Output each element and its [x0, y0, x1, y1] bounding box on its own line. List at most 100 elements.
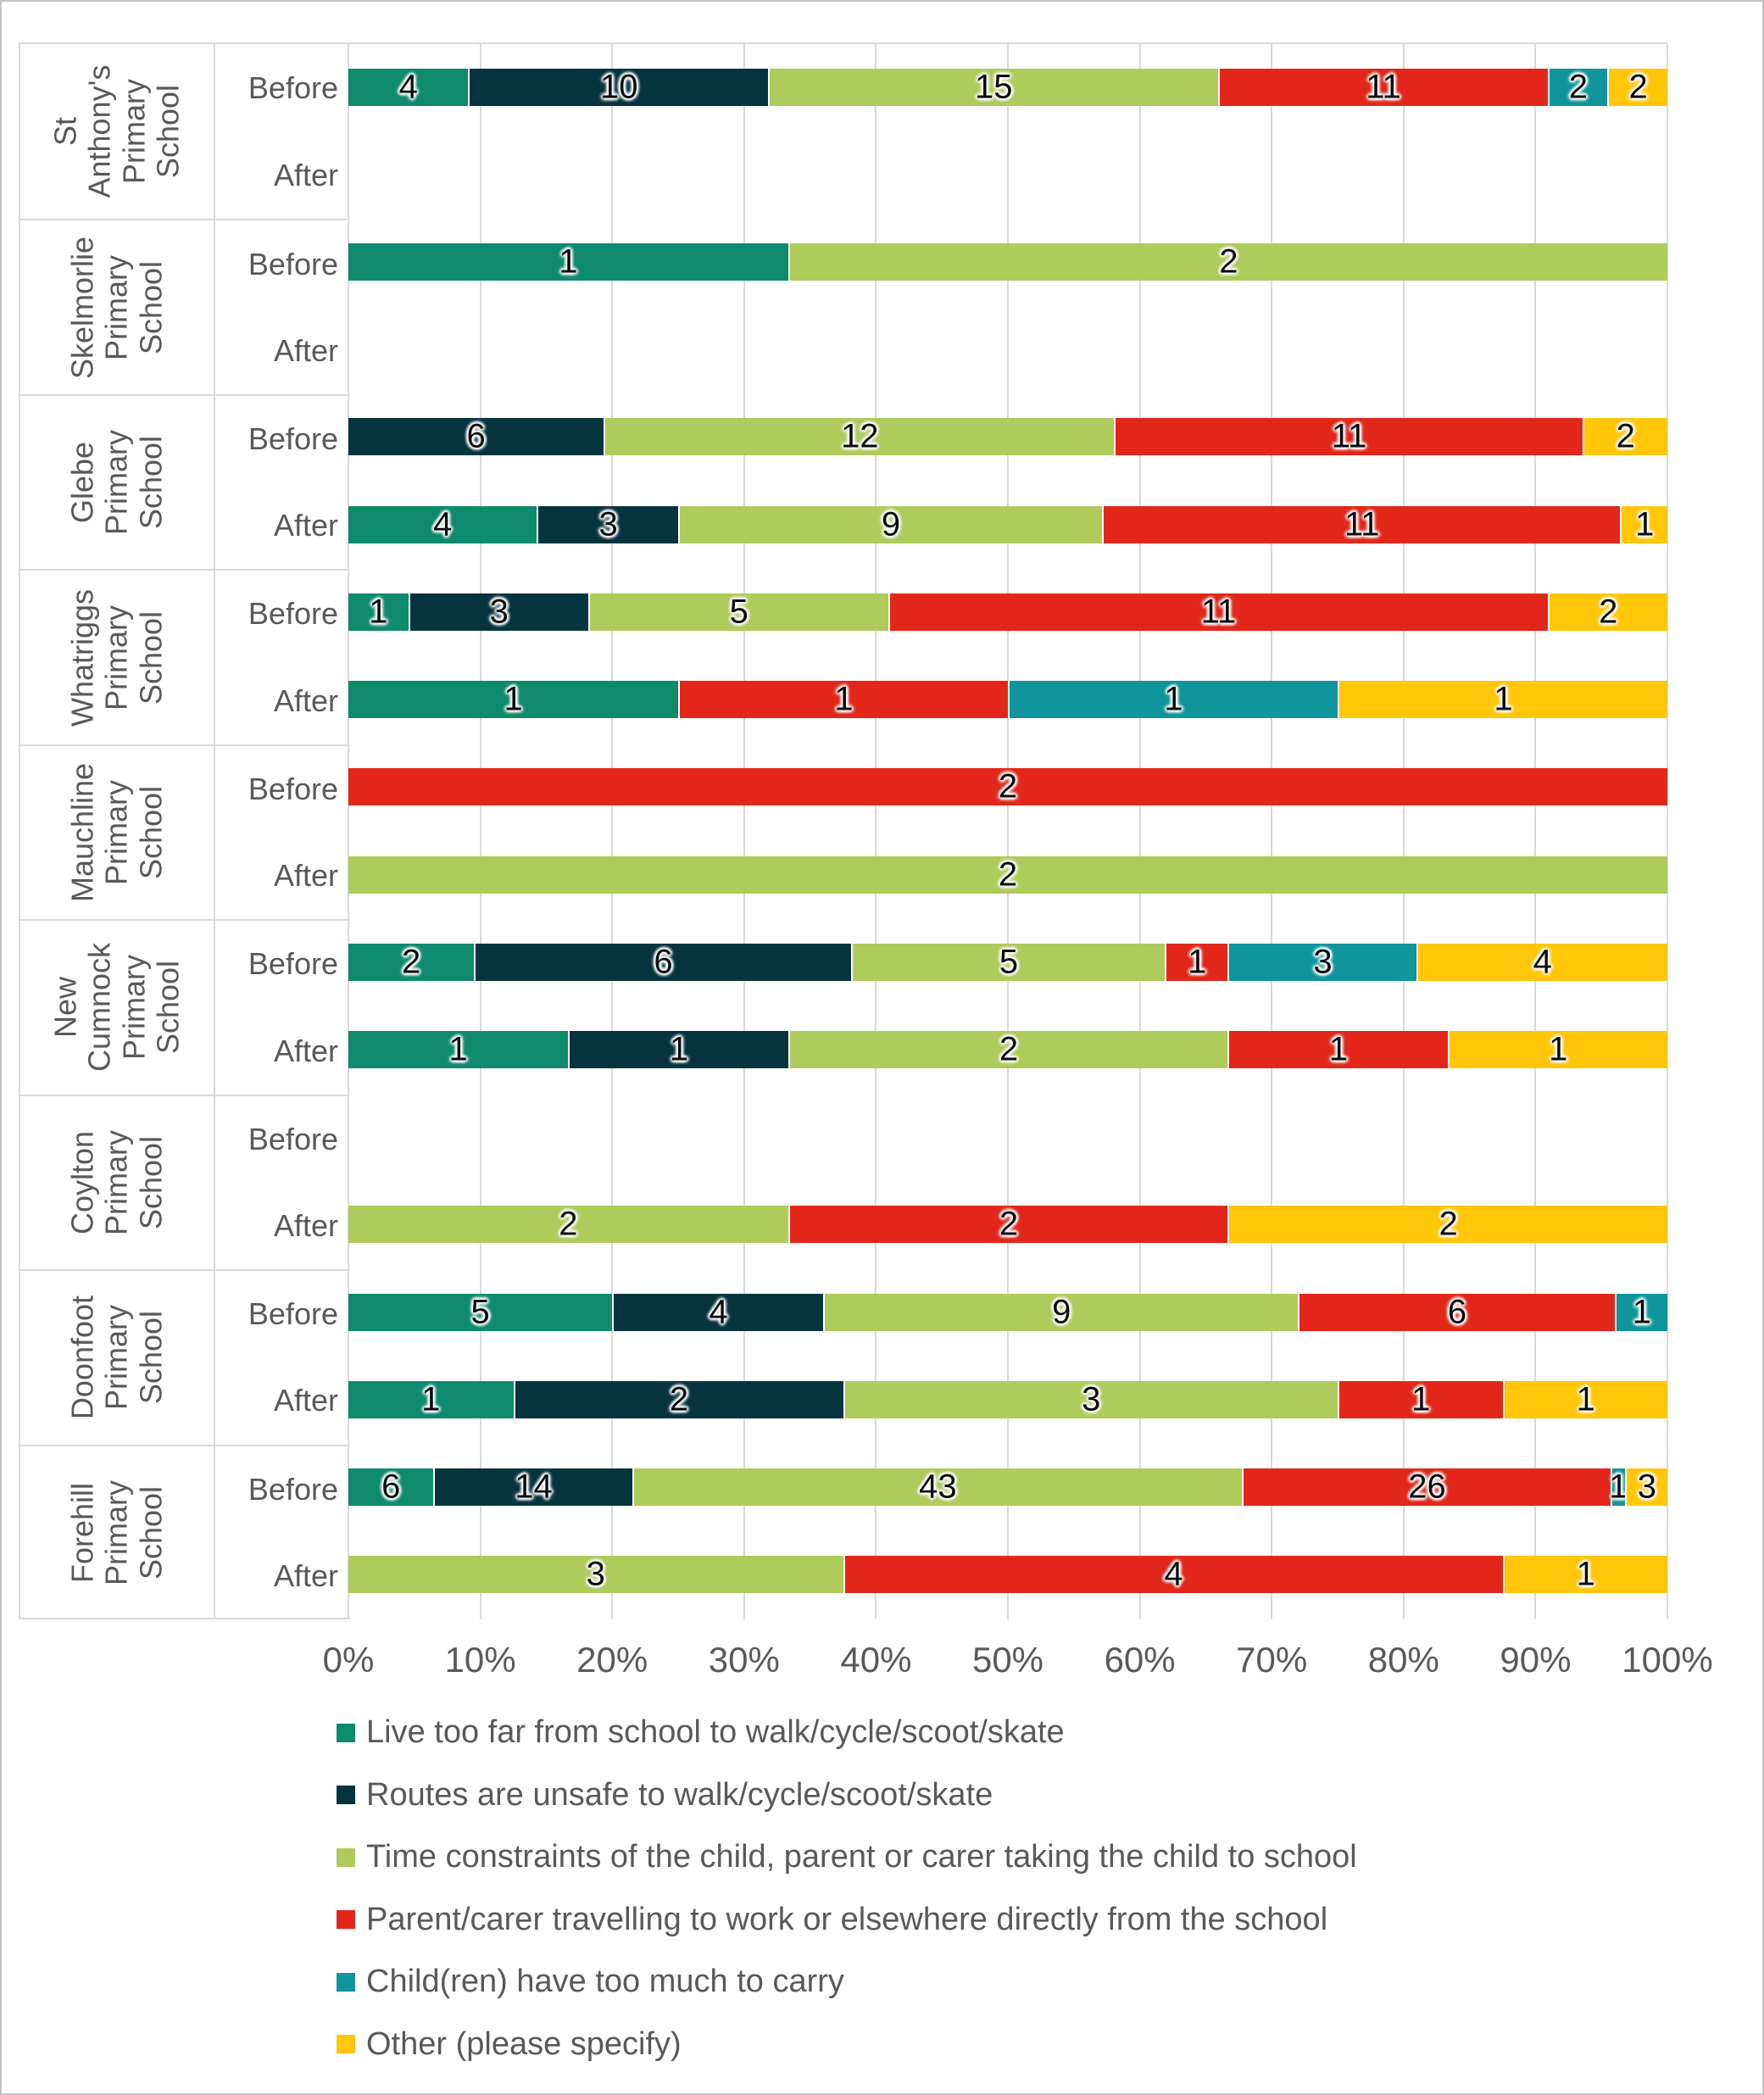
bar-segment-value: 3 [598, 505, 618, 543]
school-group-row: Skelmorlie Primary School Before After [20, 219, 348, 394]
bar-segment: 2 [1607, 68, 1667, 106]
bar-segment-value: 2 [1219, 242, 1238, 281]
legend-swatch [337, 1786, 355, 1805]
period-label-cell: Before After [215, 1446, 350, 1619]
school-group-row: Glebe Primary School Before After [20, 393, 348, 570]
gridline-90% [1534, 44, 1537, 1619]
bar-segment-value: 2 [669, 1380, 689, 1418]
school-label: Whatriggs Primary School [64, 588, 169, 727]
bar-row-before: 2 [348, 768, 1667, 806]
bar-segment: 1 [1008, 680, 1338, 719]
period-label-after: After [273, 1557, 338, 1593]
legend-item: Child(ren) have too much to carry [337, 1951, 1608, 2014]
bar-segment: 4 [348, 68, 469, 106]
period-label-after: After [273, 157, 338, 192]
period-label-before: Before [248, 246, 338, 281]
period-label-before: Before [248, 946, 338, 982]
bar-segment: 1 [1165, 943, 1228, 981]
bar-segment: 15 [768, 68, 1218, 106]
bar-segment-value: 3 [489, 593, 509, 631]
gridline-60% [1138, 44, 1141, 1619]
bar-segment-value: 1 [1411, 1380, 1431, 1418]
period-label-after: After [273, 1207, 338, 1243]
x-axis-tick: 30% [708, 1640, 780, 1680]
gridline-100% [1667, 44, 1668, 1619]
bar-segment-value: 11 [1344, 505, 1380, 543]
school-label-cell: New Cumnock Primary School [20, 921, 215, 1095]
bar-segment: 1 [1620, 505, 1667, 543]
legend-swatch [337, 1972, 355, 1992]
period-label-before: Before [248, 1121, 338, 1156]
school-group-row: Mauchline Primary School Before After [20, 744, 348, 920]
bar-segment-value: 1 [1328, 1030, 1349, 1068]
bar-segment-value: 5 [470, 1293, 490, 1331]
school-label: Coylton Primary School [64, 1129, 169, 1235]
bar-segment: 5 [587, 593, 888, 631]
bar-segment: 2 [1227, 1206, 1667, 1244]
period-label-before: Before [248, 1296, 338, 1332]
bar-segment: 1 [568, 1031, 788, 1069]
bar-segment-value: 11 [1331, 417, 1367, 455]
gridline-20% [611, 44, 614, 1619]
period-label-cell: Before After [215, 1271, 350, 1444]
bar-segment-value: 4 [398, 68, 418, 106]
bar-segment: 2 [787, 1206, 1228, 1244]
school-label: Skelmorlie Primary School [64, 236, 169, 379]
bar-row-after: 4 3 9 11 1 [348, 505, 1667, 543]
bar-segment: 2 [348, 768, 1667, 806]
bar-segment-value: 1 [1576, 1380, 1595, 1418]
bar-segment: 43 [632, 1468, 1243, 1507]
bar-segment-value: 6 [1447, 1293, 1467, 1331]
bar-segment: 5 [850, 943, 1166, 981]
gridline-10% [479, 44, 481, 1619]
bar-segment: 4 [1416, 943, 1667, 981]
bar-segment: 1 [678, 681, 1008, 719]
bar-segment: 14 [433, 1468, 632, 1507]
bar-segment: 9 [677, 505, 1103, 543]
bar-segment: 2 [1547, 593, 1667, 631]
bar-segment: 1 [1447, 1031, 1667, 1069]
x-axis-tick: 20% [576, 1640, 648, 1680]
school-label-cell: Skelmorlie Primary School [20, 220, 215, 394]
period-label-after: After [273, 1383, 338, 1418]
school-label-cell: Doonfoot Primary School [20, 1271, 215, 1445]
bar-row-after: 1 1 2 1 1 [348, 1030, 1667, 1069]
bar-segment: 2 [513, 1380, 843, 1418]
school-label-cell: Mauchline Primary School [20, 745, 215, 920]
gridline-70% [1271, 44, 1273, 1619]
school-group-row: Forehill Primary School Before After [20, 1444, 350, 1619]
bar-segment-value: 1 [369, 593, 388, 631]
x-axis-tick: 60% [1104, 1640, 1176, 1680]
bar-segment: 3 [408, 593, 588, 631]
bar-segment-value: 5 [999, 943, 1019, 981]
gridline-80% [1402, 44, 1405, 1619]
legend-item: Parent/carer travelling to work or elsew… [337, 1889, 1608, 1952]
period-label-before: Before [248, 1471, 338, 1507]
bar-segment: 4 [612, 1293, 824, 1331]
bar-segment: 3 [1227, 943, 1416, 981]
bar-segment-value: 11 [1366, 68, 1401, 106]
bar-segment-value: 43 [919, 1468, 957, 1506]
bar-segment-value: 4 [1164, 1555, 1183, 1593]
x-axis-tick: 40% [840, 1640, 912, 1680]
bar-segment-value: 11 [1200, 593, 1237, 631]
bar-segment-value: 1 [1164, 680, 1183, 718]
bar-segment-value: 9 [1052, 1293, 1071, 1331]
school-group-row: Whatriggs Primary School Before After [20, 569, 348, 744]
bar-segment-value: 2 [1599, 593, 1618, 631]
bar-segment: 11 [1102, 505, 1621, 543]
bar-segment-value: 1 [1635, 505, 1655, 543]
legend-item: Time constraints of the child, parent or… [337, 1826, 1608, 1889]
bar-segment: 12 [604, 418, 1115, 456]
bar-segment-value: 1 [421, 1380, 441, 1418]
bar-segment-value: 4 [1533, 943, 1552, 981]
bar-row-after: 1 1 1 1 [348, 680, 1667, 719]
bar-row-after: 2 2 2 [348, 1206, 1667, 1244]
school-label-cell: Forehill Primary School [20, 1446, 215, 1619]
bar-segment-value: 2 [998, 855, 1018, 894]
legend-swatch [337, 1910, 355, 1930]
period-label-after: After [273, 1033, 338, 1068]
bar-segment-value: 4 [433, 505, 453, 543]
bar-segment: 1 [348, 1380, 514, 1418]
bar-segment-value: 2 [1616, 417, 1635, 455]
